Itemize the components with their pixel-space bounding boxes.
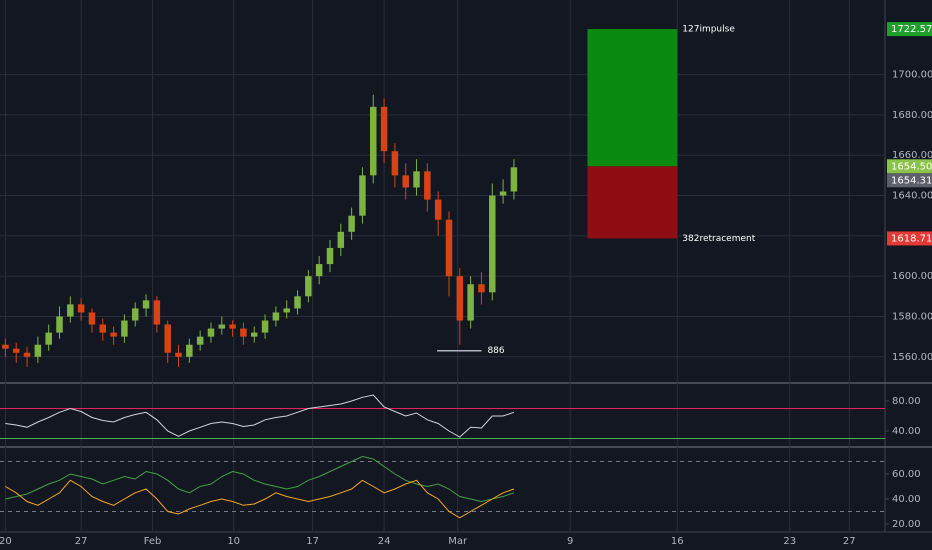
- candle-body: [445, 219, 453, 277]
- target-zone: [587, 29, 678, 167]
- x-tick-label: 20: [0, 536, 12, 547]
- candle-body: [56, 316, 63, 333]
- price-label-bg: [887, 159, 932, 174]
- price-label-bg: [887, 173, 932, 188]
- stop-zone: [587, 166, 678, 239]
- candle-body: [359, 175, 366, 216]
- price-label: 1618.71: [891, 233, 932, 244]
- x-tick-label: 23: [783, 536, 796, 547]
- candle-body: [23, 352, 31, 357]
- x-tick-label: 16: [671, 536, 684, 547]
- candle-body: [348, 215, 355, 232]
- candle-body: [370, 106, 377, 176]
- y-tick-label: 80.00: [892, 396, 921, 407]
- candle-body: [315, 264, 323, 277]
- candle-body: [402, 175, 409, 188]
- y-tick-label: 1680.00: [892, 110, 932, 121]
- x-tick-label: Mar: [448, 536, 468, 547]
- candle-body: [456, 276, 464, 321]
- candle-body: [478, 284, 485, 293]
- candle-body: [34, 344, 42, 357]
- candle-body: [196, 336, 204, 345]
- y-tick-label: 1700.00: [892, 70, 932, 81]
- x-tick-label: 9: [567, 536, 573, 547]
- candle-body: [467, 284, 474, 321]
- candle-body: [207, 328, 215, 337]
- candle-body: [499, 191, 507, 196]
- candle-body: [510, 167, 518, 192]
- candle-body: [434, 199, 442, 220]
- y-tick-label: 20.00: [892, 519, 921, 530]
- candle-body: [337, 231, 345, 248]
- candle-body: [261, 320, 269, 333]
- candle-body: [294, 296, 301, 309]
- candle-body: [121, 320, 128, 337]
- candle-body: [142, 300, 150, 309]
- candle-body: [240, 328, 247, 337]
- candle-body: [305, 276, 312, 297]
- candle-body: [12, 348, 20, 353]
- annotation: 382retracement: [682, 234, 755, 244]
- x-tick-label: Feb: [144, 536, 162, 547]
- candle-body: [164, 324, 171, 353]
- indicator-line: [5, 455, 515, 503]
- candle-body: [2, 344, 9, 349]
- price-label: 1654.31: [891, 175, 932, 186]
- price-label-bg: [887, 22, 932, 37]
- candle-body: [229, 324, 236, 329]
- indicator-line: [5, 394, 515, 438]
- y-tick-label: 1600.00: [892, 271, 932, 282]
- annotation: 127impulse: [682, 25, 735, 35]
- y-tick-label: 1640.00: [892, 191, 932, 202]
- candle-body: [218, 324, 226, 329]
- candle-body: [153, 300, 161, 325]
- candle-body: [424, 171, 431, 200]
- candle-body: [77, 304, 85, 313]
- candle-body: [380, 106, 388, 152]
- x-tick-label: 17: [306, 536, 319, 547]
- y-tick-label: 60.00: [892, 469, 921, 480]
- candle-body: [45, 332, 52, 345]
- candle-body: [99, 324, 107, 333]
- x-tick-label: 10: [227, 536, 240, 547]
- candle-body: [67, 304, 74, 317]
- candle-body: [391, 151, 399, 176]
- annotation: 886: [487, 346, 504, 356]
- price-label-bg: [887, 231, 932, 246]
- candle-body: [110, 332, 117, 337]
- candle-body: [326, 247, 334, 265]
- candle-body: [175, 352, 182, 357]
- candle-body: [283, 308, 290, 313]
- x-tick-label: 27: [75, 536, 88, 547]
- candle-body: [413, 171, 420, 188]
- candle-body: [272, 312, 280, 321]
- x-tick-label: 24: [378, 536, 391, 547]
- y-tick-label: 1580.00: [892, 311, 932, 322]
- price-label: 1654.50: [891, 161, 932, 172]
- y-tick-label: 1660.00: [892, 150, 932, 161]
- y-tick-label: 40.00: [892, 426, 921, 437]
- candle-body: [131, 308, 139, 321]
- candle-body: [186, 344, 193, 357]
- candle-body: [251, 332, 258, 337]
- y-tick-label: 1560.00: [892, 352, 932, 363]
- x-tick-label: 27: [843, 536, 856, 547]
- y-tick-label: 40.00: [892, 494, 921, 505]
- price-label: 1722.57: [891, 24, 932, 35]
- candle-body: [88, 312, 96, 325]
- indicator-line: [5, 479, 515, 519]
- candle-body: [489, 195, 496, 293]
